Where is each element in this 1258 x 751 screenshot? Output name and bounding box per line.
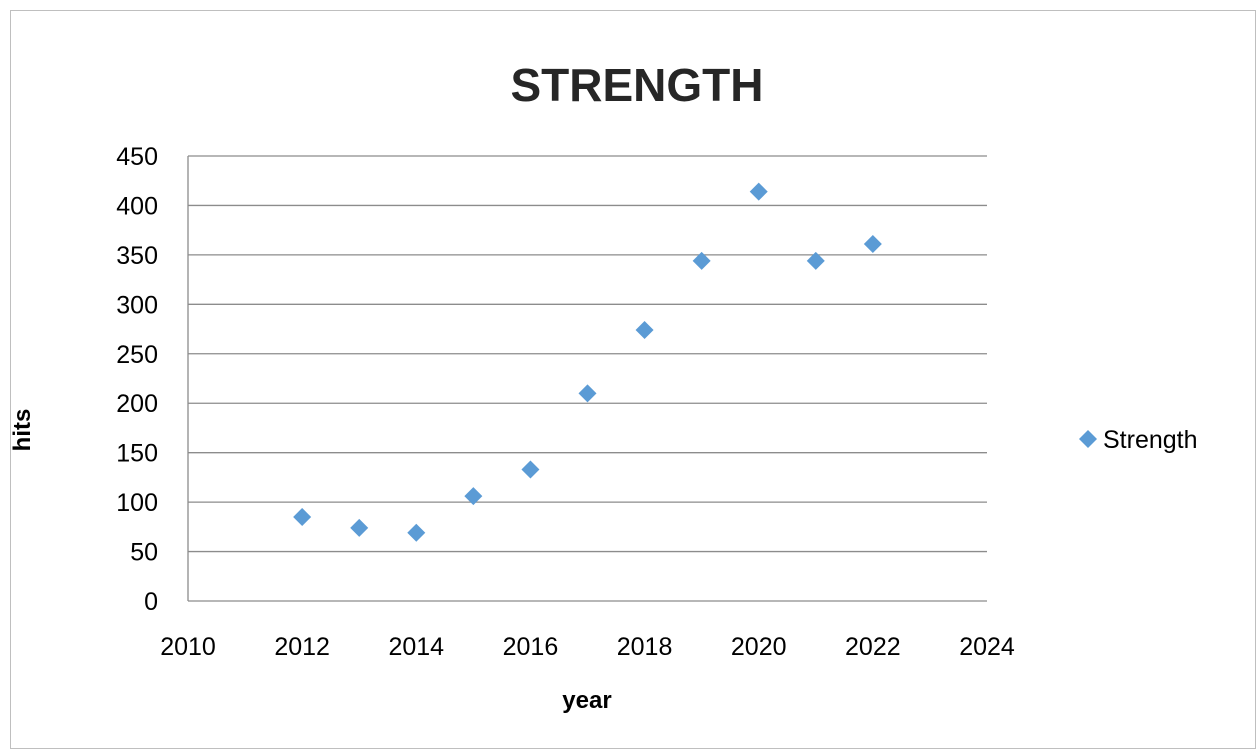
x-tick-label: 2022 bbox=[845, 633, 901, 661]
gridlines bbox=[188, 155, 987, 602]
legend: Strength bbox=[1079, 426, 1198, 454]
data-point-2016 bbox=[521, 460, 540, 479]
legend-label-strength: Strength bbox=[1103, 426, 1198, 454]
data-point-2018 bbox=[635, 321, 654, 340]
x-tick-label: 2018 bbox=[617, 633, 673, 661]
y-tick-labels: 0 50 100 150 200 250 300 350 400 450 bbox=[116, 143, 158, 616]
x-tick-label: 2010 bbox=[160, 633, 216, 661]
data-point-2017 bbox=[578, 384, 597, 403]
data-point-2020 bbox=[749, 182, 768, 201]
x-tick-label: 2024 bbox=[959, 633, 1015, 661]
data-point-2019 bbox=[692, 251, 711, 270]
x-tick-label: 2014 bbox=[388, 633, 444, 661]
data-point-2014 bbox=[407, 523, 426, 542]
y-tick-label: 350 bbox=[116, 242, 158, 270]
data-point-2015 bbox=[464, 487, 483, 506]
y-tick-label: 50 bbox=[130, 539, 158, 567]
legend-marker-strength bbox=[1079, 430, 1097, 448]
data-point-2012 bbox=[293, 507, 312, 526]
y-tick-label: 300 bbox=[116, 291, 158, 319]
x-tick-label: 2016 bbox=[503, 633, 559, 661]
chart-title: STRENGTH bbox=[511, 59, 764, 111]
data-point-2013 bbox=[350, 518, 369, 537]
data-point-2022 bbox=[863, 235, 882, 254]
y-tick-label: 200 bbox=[116, 390, 158, 418]
x-tick-labels: 2010 2012 2014 2016 2018 2020 2022 2024 bbox=[160, 633, 1015, 661]
x-axis-label: year bbox=[562, 687, 611, 714]
y-tick-label: 400 bbox=[116, 192, 158, 220]
data-points bbox=[293, 182, 882, 542]
y-tick-label: 450 bbox=[116, 143, 158, 171]
y-tick-label: 250 bbox=[116, 341, 158, 369]
x-tick-label: 2020 bbox=[731, 633, 787, 661]
y-tick-label: 0 bbox=[144, 588, 158, 616]
y-tick-label: 150 bbox=[116, 440, 158, 468]
data-point-2021 bbox=[806, 251, 825, 270]
y-tick-label: 100 bbox=[116, 489, 158, 517]
y-axis-label: hits bbox=[9, 409, 36, 452]
x-tick-label: 2012 bbox=[274, 633, 330, 661]
chart-frame bbox=[10, 10, 1256, 749]
